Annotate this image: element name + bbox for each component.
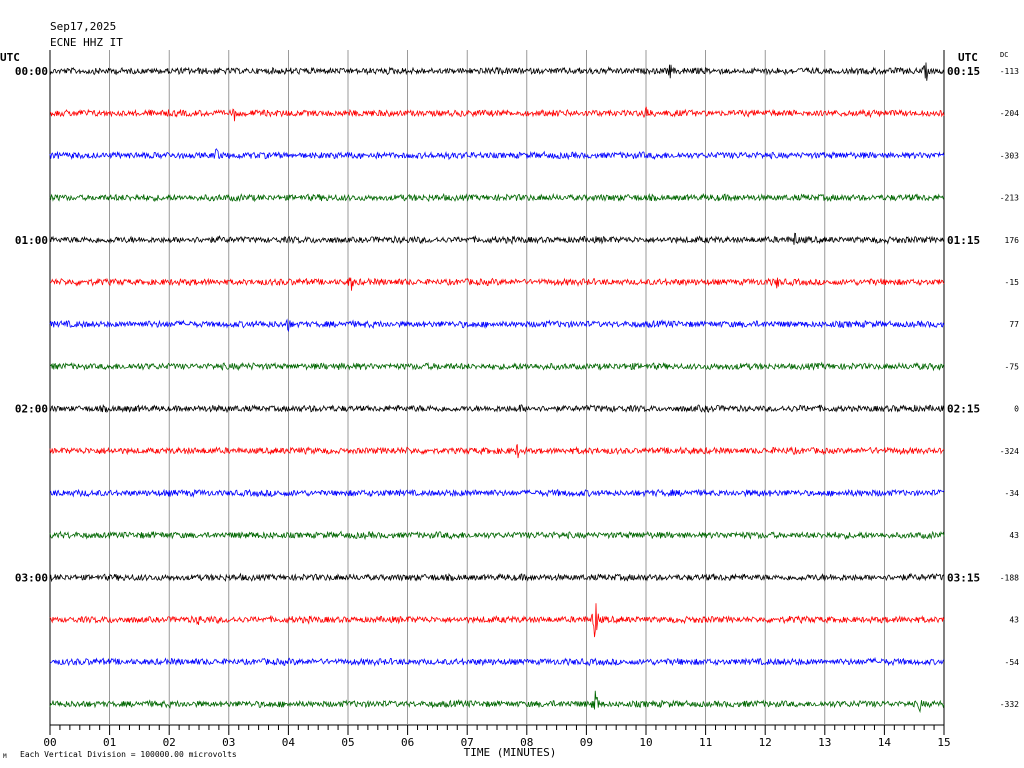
trace-row-14 xyxy=(49,656,945,667)
trace-row-0 xyxy=(49,62,945,81)
x-tick-label: 01 xyxy=(103,736,116,749)
trace-row-15 xyxy=(49,690,945,714)
x-tick-label: 11 xyxy=(699,736,712,749)
trace-row-3 xyxy=(49,192,945,203)
dc-offset-label: -204 xyxy=(1000,109,1019,118)
utc-right-header: UTC xyxy=(958,51,978,64)
dc-offset-label: -15 xyxy=(1005,278,1020,287)
left-time-label: 00:00 xyxy=(15,65,48,78)
x-tick-label: 06 xyxy=(401,736,414,749)
trace-row-1 xyxy=(49,106,945,122)
x-tick-label: 15 xyxy=(937,736,950,749)
trace-row-5 xyxy=(49,277,945,291)
trace-row-11 xyxy=(49,530,945,541)
x-tick-label: 09 xyxy=(580,736,593,749)
x-tick-label: 14 xyxy=(878,736,892,749)
x-tick-label: 02 xyxy=(163,736,176,749)
trace-row-10 xyxy=(49,488,945,498)
left-time-label: 03:00 xyxy=(15,571,48,584)
dc-offset-label: -303 xyxy=(1000,151,1019,160)
dc-offset-label: -324 xyxy=(1000,447,1019,456)
dc-offset-label: -54 xyxy=(1005,658,1020,667)
trace-row-6 xyxy=(49,318,945,333)
date-label: Sep17,2025 xyxy=(50,20,117,33)
trace-row-13 xyxy=(49,603,945,638)
dc-offset-label: 0 xyxy=(1014,405,1019,414)
dc-offset-label: 176 xyxy=(1005,236,1020,245)
dc-offset-label: -332 xyxy=(1000,700,1019,709)
dc-offset-label: -113 xyxy=(1000,67,1019,76)
utc-left-header: UTC xyxy=(0,51,20,64)
dc-offset-label: 43 xyxy=(1009,531,1019,540)
scale-footnote: Each Vertical Division = 100000.00 micro… xyxy=(20,750,237,759)
trace-row-4 xyxy=(49,232,945,245)
dc-offset-label: -75 xyxy=(1005,362,1020,371)
dc-offset-label: -34 xyxy=(1005,489,1020,498)
trace-row-7 xyxy=(49,361,945,372)
right-time-label: 03:15 xyxy=(947,571,980,584)
dc-offset-label: 43 xyxy=(1009,616,1019,625)
x-tick-label: 05 xyxy=(341,736,354,749)
dc-offset-label: -213 xyxy=(1000,194,1019,203)
dc-offset-label: 77 xyxy=(1009,320,1019,329)
station-label: ECNE HHZ IT xyxy=(50,36,123,49)
x-tick-label: 13 xyxy=(818,736,831,749)
x-tick-label: 08 xyxy=(520,736,533,749)
x-axis-title: TIME (MINUTES) xyxy=(464,746,557,759)
x-tick-label: 10 xyxy=(639,736,652,749)
right-time-label: 01:15 xyxy=(947,234,980,247)
x-tick-label: 07 xyxy=(461,736,474,749)
x-tick-label: 03 xyxy=(222,736,235,749)
right-time-label: 00:15 xyxy=(947,65,980,78)
dc-header: DC xyxy=(1000,51,1008,59)
left-time-label: 01:00 xyxy=(15,234,48,247)
trace-row-2 xyxy=(49,148,945,161)
trace-row-12 xyxy=(49,572,945,583)
x-tick-label: 00 xyxy=(43,736,56,749)
x-tick-label: 04 xyxy=(282,736,296,749)
right-time-label: 02:15 xyxy=(947,403,980,416)
trace-row-9 xyxy=(49,444,945,459)
trace-row-8 xyxy=(49,404,945,414)
corner-mark: M xyxy=(3,753,7,760)
dc-offset-label: -188 xyxy=(1000,573,1019,582)
x-tick-label: 12 xyxy=(759,736,772,749)
left-time-label: 02:00 xyxy=(15,403,48,416)
